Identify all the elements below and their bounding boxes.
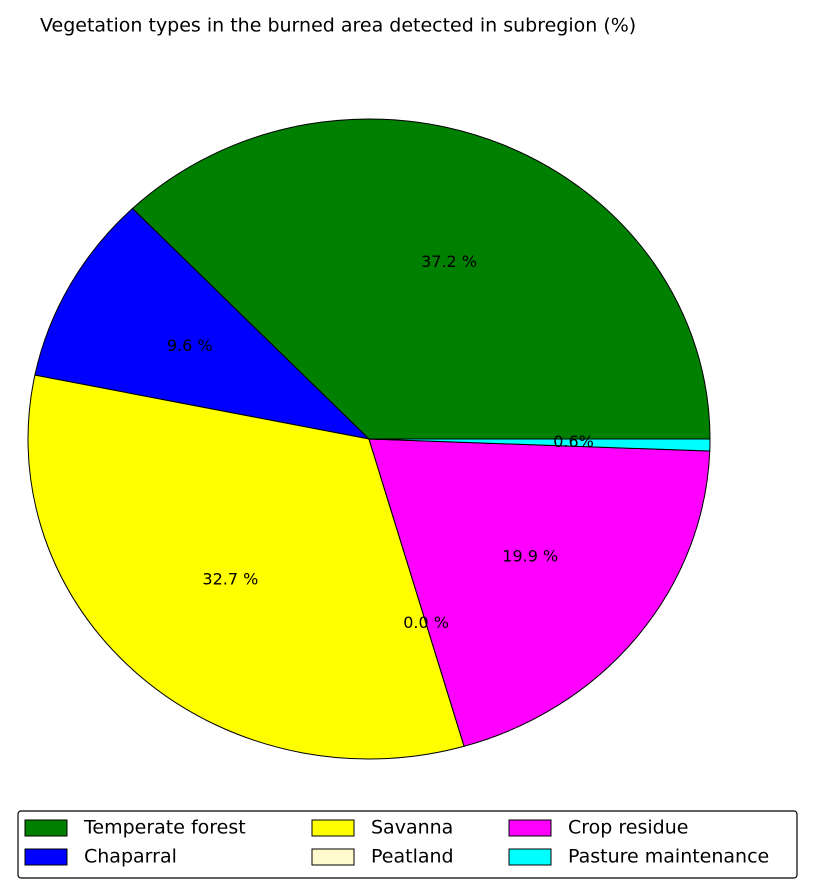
pie-slice bbox=[368, 438, 711, 452]
legend-swatch bbox=[508, 819, 552, 837]
value-label: 0.0 % bbox=[403, 613, 449, 632]
legend-swatch bbox=[311, 819, 355, 837]
legend-label: Peatland bbox=[371, 846, 454, 868]
legend-swatch bbox=[508, 848, 552, 866]
legend-box bbox=[17, 810, 798, 879]
legend-label: Pasture maintenance bbox=[568, 846, 769, 868]
legend-label: Savanna bbox=[371, 817, 453, 839]
pie-slice bbox=[368, 438, 711, 747]
value-label: 19.9 % bbox=[502, 547, 558, 566]
legend-label: Temperate forest bbox=[83, 817, 246, 839]
legend-swatch bbox=[24, 819, 68, 837]
value-label: 37.2 % bbox=[421, 252, 477, 271]
pie-slice bbox=[131, 118, 711, 440]
value-label: 0.6% bbox=[553, 432, 594, 451]
legend-label: Chaparral bbox=[84, 846, 177, 868]
value-label: 9.6 % bbox=[167, 336, 213, 355]
legend-swatch bbox=[24, 848, 68, 866]
pie-slice bbox=[27, 374, 465, 760]
legend-swatch bbox=[311, 848, 355, 866]
pie-slice bbox=[34, 207, 371, 440]
chart-title: Vegetation types in the burned area dete… bbox=[40, 15, 636, 37]
legend-label: Crop residue bbox=[568, 817, 688, 839]
value-label: 32.7 % bbox=[202, 570, 258, 589]
